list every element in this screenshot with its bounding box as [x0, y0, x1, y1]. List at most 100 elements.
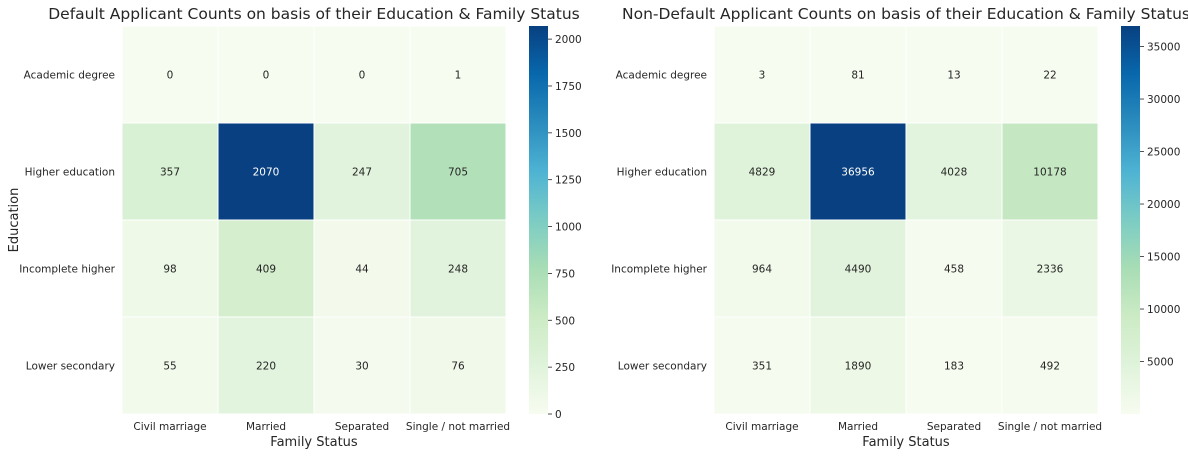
colorbar-tick-label: 2000 — [555, 34, 582, 46]
heatmap-cell — [809, 122, 907, 221]
colorbar-tick-label: 30000 — [1147, 94, 1180, 106]
cell-value-label: 0 — [263, 70, 270, 82]
x-axis-label: Family Status — [270, 435, 358, 450]
heatmap-cell — [809, 316, 907, 415]
heatmap-cell — [121, 122, 219, 221]
chart-title: Non-Default Applicant Counts on basis of… — [622, 5, 1188, 23]
colorbar-tick-label: 20000 — [1147, 199, 1180, 211]
heatmap-cell — [905, 25, 1003, 124]
colorbar-tick-label: 1750 — [555, 81, 582, 93]
heatmap-cell — [713, 25, 811, 124]
y-tick-label: Lower secondary — [618, 361, 707, 373]
heatmap-cell — [409, 122, 507, 221]
heatmap-cell — [1001, 316, 1099, 415]
cell-value-label: 2336 — [1037, 264, 1064, 276]
heatmap-cell — [905, 219, 1003, 318]
x-tick-label: Married — [246, 421, 286, 433]
colorbar — [1121, 26, 1140, 414]
colorbar-tick-label: 250 — [555, 362, 575, 374]
cell-value-label: 3 — [759, 70, 766, 82]
y-tick-label: Academic degree — [616, 70, 707, 82]
colorbar-tick-label: 750 — [555, 268, 575, 280]
cell-value-label: 0 — [359, 70, 366, 82]
cell-value-label: 705 — [448, 167, 468, 179]
cell-value-label: 458 — [944, 264, 964, 276]
heatmap-cell — [905, 122, 1003, 221]
y-tick-label: Higher education — [617, 167, 707, 179]
cell-value-label: 98 — [163, 264, 176, 276]
colorbar-tick-label: 1250 — [555, 175, 582, 187]
x-tick-label: Married — [838, 421, 878, 433]
heatmap-cell — [1001, 122, 1099, 221]
colorbar — [529, 26, 548, 414]
colorbar-tick-label: 25000 — [1147, 147, 1180, 159]
cell-value-label: 248 — [448, 264, 468, 276]
heatmap-cell — [409, 25, 507, 124]
colorbar-tick-label: 10000 — [1147, 304, 1180, 316]
cell-value-label: 247 — [352, 167, 372, 179]
y-axis-label: Education — [7, 188, 22, 253]
heatmap-cell — [217, 316, 315, 415]
colorbar-tick-label: 15000 — [1147, 252, 1180, 264]
colorbar-tick-label: 1000 — [555, 222, 582, 234]
colorbar-tick-label: 0 — [555, 409, 562, 421]
heatmap-cell — [905, 316, 1003, 415]
cell-value-label: 10178 — [1033, 167, 1066, 179]
y-tick-label: Incomplete higher — [611, 264, 707, 276]
cell-value-label: 4490 — [845, 264, 872, 276]
y-tick-label: Lower secondary — [26, 361, 115, 373]
colorbar-tick-label: 35000 — [1147, 42, 1180, 54]
heatmap-cell — [121, 316, 219, 415]
cell-value-label: 76 — [451, 361, 465, 373]
heatmap-cell — [217, 219, 315, 318]
cell-value-label: 183 — [944, 361, 964, 373]
colorbar-tick-label: 1500 — [555, 128, 582, 140]
heatmap-cell — [1001, 25, 1099, 124]
heatmap-cell — [121, 25, 219, 124]
heatmap-cell — [713, 219, 811, 318]
heatmap-cell — [217, 25, 315, 124]
cell-value-label: 357 — [160, 167, 180, 179]
x-tick-label: Single / not married — [998, 421, 1102, 433]
cell-value-label: 4028 — [941, 167, 968, 179]
x-axis-label: Family Status — [862, 435, 950, 450]
y-tick-label: Academic degree — [24, 70, 115, 82]
cell-value-label: 2070 — [253, 167, 280, 179]
x-tick-label: Separated — [927, 421, 981, 433]
cell-value-label: 81 — [851, 70, 864, 82]
heatmap-cell — [409, 219, 507, 318]
cell-value-label: 4829 — [749, 167, 776, 179]
cell-value-label: 36956 — [841, 167, 875, 179]
heatmap-cell — [713, 122, 811, 221]
cell-value-label: 220 — [256, 361, 276, 373]
cell-value-label: 13 — [947, 70, 960, 82]
cell-value-label: 964 — [752, 264, 772, 276]
heatmap-cell — [313, 25, 411, 124]
heatmap-cell — [409, 316, 507, 415]
cell-value-label: 351 — [752, 361, 772, 373]
heatmap-cell — [809, 219, 907, 318]
cell-value-label: 30 — [355, 361, 368, 373]
cell-value-label: 409 — [256, 264, 276, 276]
heatmap-cell — [313, 316, 411, 415]
x-tick-label: Separated — [335, 421, 389, 433]
heatmap-cell — [809, 25, 907, 124]
cell-value-label: 22 — [1043, 70, 1056, 82]
y-tick-label: Higher education — [25, 167, 115, 179]
colorbar-tick-label: 500 — [555, 315, 575, 327]
colorbar-tick-label: 5000 — [1147, 357, 1174, 369]
cell-value-label: 492 — [1040, 361, 1060, 373]
cell-value-label: 44 — [355, 264, 369, 276]
x-tick-label: Single / not married — [406, 421, 510, 433]
x-tick-label: Civil marriage — [725, 421, 798, 433]
heatmap-cell — [217, 122, 315, 221]
cell-value-label: 0 — [167, 70, 174, 82]
chart-title: Default Applicant Counts on basis of the… — [48, 5, 580, 23]
cell-value-label: 1 — [455, 70, 462, 82]
heatmap-cell — [1001, 219, 1099, 318]
x-tick-label: Civil marriage — [133, 421, 206, 433]
cell-value-label: 1890 — [845, 361, 872, 373]
y-tick-label: Incomplete higher — [19, 264, 115, 276]
